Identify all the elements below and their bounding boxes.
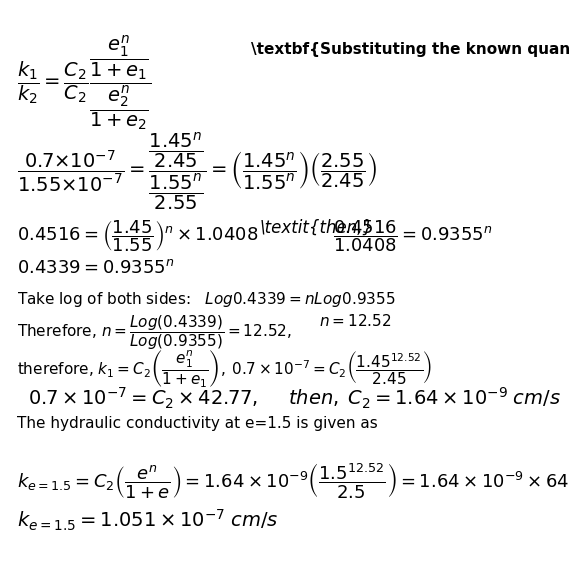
Text: therefore, $k_1 = C_2\left(\dfrac{e_1^n}{1+e_1}\right),\; 0.7 \times 10^{-7} = C: therefore, $k_1 = C_2\left(\dfrac{e_1^n}… <box>17 348 433 389</box>
Text: The hydraulic conductivity at e=1.5 is given as: The hydraulic conductivity at e=1.5 is g… <box>17 416 378 431</box>
Text: \textbf{Substituting the known quantities}: \textbf{Substituting the known quantitie… <box>251 42 570 57</box>
Text: $0.4516 = \left(\dfrac{1.45}{1.55}\right)^n \times 1.0408$: $0.4516 = \left(\dfrac{1.45}{1.55}\right… <box>17 218 259 254</box>
Text: Therefore, $n = \dfrac{\mathit{Log}(0.4339)}{\mathit{Log}(0.9355)} = 12.52,$: Therefore, $n = \dfrac{\mathit{Log}(0.43… <box>17 313 292 352</box>
Text: $0.4339 = 0.9355^n$: $0.4339 = 0.9355^n$ <box>17 259 174 277</box>
Text: \textit{then,}: \textit{then,} <box>259 218 373 237</box>
Text: $\dfrac{0.4516}{1.0408} = 0.9355^n$: $\dfrac{0.4516}{1.0408} = 0.9355^n$ <box>333 218 493 254</box>
Text: $\dfrac{k_1}{k_2} = \dfrac{C_2}{C_2}\dfrac{\dfrac{e_1^n}{1+e_1}}{\dfrac{e_2^n}{1: $\dfrac{k_1}{k_2} = \dfrac{C_2}{C_2}\dfr… <box>17 34 151 133</box>
Text: $k_{e=1.5} = 1.051 \times 10^{-7}\; \mathit{cm/s}$: $k_{e=1.5} = 1.051 \times 10^{-7}\; \mat… <box>17 508 279 533</box>
Text: $\mathit{then,}\; C_2 = 1.64 \times 10^{-9}\; \mathit{cm/s}$: $\mathit{then,}\; C_2 = 1.64 \times 10^{… <box>288 386 561 411</box>
Text: $k_{e=1.5} = C_2\left(\dfrac{e^n}{1+e}\right) = 1.64 \times 10^{-9}\left(\dfrac{: $k_{e=1.5} = C_2\left(\dfrac{e^n}{1+e}\r… <box>17 461 570 500</box>
Text: $0.7 \times 10^{-7} = C_2 \times 42.77,$: $0.7 \times 10^{-7} = C_2 \times 42.77,$ <box>28 386 259 411</box>
Text: $\dfrac{0.7{\times}10^{-7}}{1.55{\times}10^{-7}} = \dfrac{\dfrac{1.45^n}{2.45}}{: $\dfrac{0.7{\times}10^{-7}}{1.55{\times}… <box>17 130 377 212</box>
Text: $n = 12.52$: $n = 12.52$ <box>319 314 392 329</box>
Text: Take log of both sides:   $\mathit{Log}0.4339 = n\mathit{Log}0.9355$: Take log of both sides: $\mathit{Log}0.4… <box>17 290 396 310</box>
